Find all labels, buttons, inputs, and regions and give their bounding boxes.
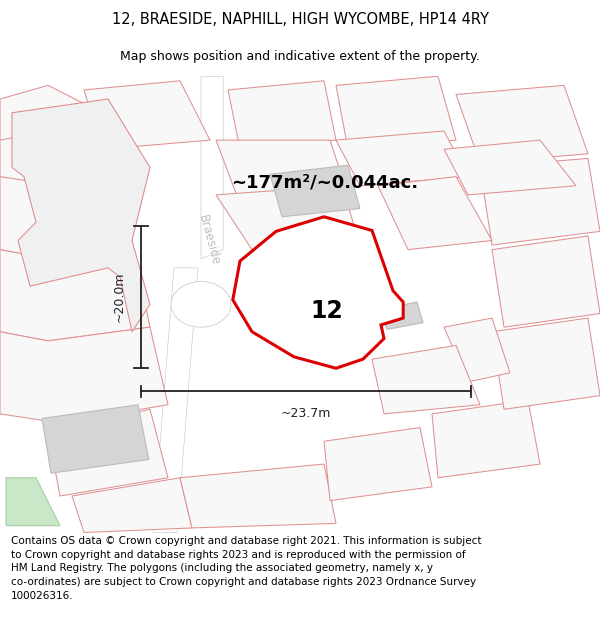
Polygon shape bbox=[228, 81, 336, 149]
Polygon shape bbox=[336, 76, 456, 149]
Polygon shape bbox=[0, 328, 168, 423]
Text: ~177m²/~0.044ac.: ~177m²/~0.044ac. bbox=[231, 173, 418, 191]
Text: 12, BRAESIDE, NAPHILL, HIGH WYCOMBE, HP14 4RY: 12, BRAESIDE, NAPHILL, HIGH WYCOMBE, HP1… bbox=[112, 12, 488, 28]
Polygon shape bbox=[42, 405, 149, 473]
Polygon shape bbox=[171, 282, 231, 327]
Polygon shape bbox=[480, 158, 600, 245]
Text: Contains OS data © Crown copyright and database right 2021. This information is : Contains OS data © Crown copyright and d… bbox=[11, 536, 481, 601]
Polygon shape bbox=[0, 131, 102, 186]
Polygon shape bbox=[336, 131, 468, 186]
Polygon shape bbox=[201, 76, 223, 259]
Polygon shape bbox=[0, 241, 150, 341]
Text: Map shows position and indicative extent of the property.: Map shows position and indicative extent… bbox=[120, 50, 480, 63]
Polygon shape bbox=[444, 318, 510, 382]
Polygon shape bbox=[492, 318, 600, 409]
Polygon shape bbox=[240, 254, 336, 318]
Polygon shape bbox=[0, 86, 120, 177]
Polygon shape bbox=[6, 478, 60, 526]
Polygon shape bbox=[270, 165, 360, 217]
Polygon shape bbox=[48, 409, 168, 496]
Polygon shape bbox=[180, 464, 336, 528]
Polygon shape bbox=[153, 268, 198, 532]
Text: ~20.0m: ~20.0m bbox=[113, 272, 126, 322]
Polygon shape bbox=[378, 177, 492, 249]
Polygon shape bbox=[444, 140, 576, 195]
Polygon shape bbox=[72, 478, 192, 532]
Polygon shape bbox=[12, 99, 150, 332]
Polygon shape bbox=[84, 81, 210, 149]
Polygon shape bbox=[432, 400, 540, 478]
Polygon shape bbox=[372, 346, 480, 414]
Polygon shape bbox=[216, 186, 360, 249]
Polygon shape bbox=[0, 168, 132, 259]
Polygon shape bbox=[381, 302, 423, 329]
Polygon shape bbox=[216, 140, 348, 204]
Text: Braeside: Braeside bbox=[196, 214, 222, 268]
Polygon shape bbox=[492, 236, 600, 328]
Polygon shape bbox=[324, 428, 432, 501]
Polygon shape bbox=[456, 86, 588, 163]
Text: ~23.7m: ~23.7m bbox=[281, 408, 331, 421]
Text: 12: 12 bbox=[310, 299, 343, 323]
Polygon shape bbox=[233, 217, 403, 368]
